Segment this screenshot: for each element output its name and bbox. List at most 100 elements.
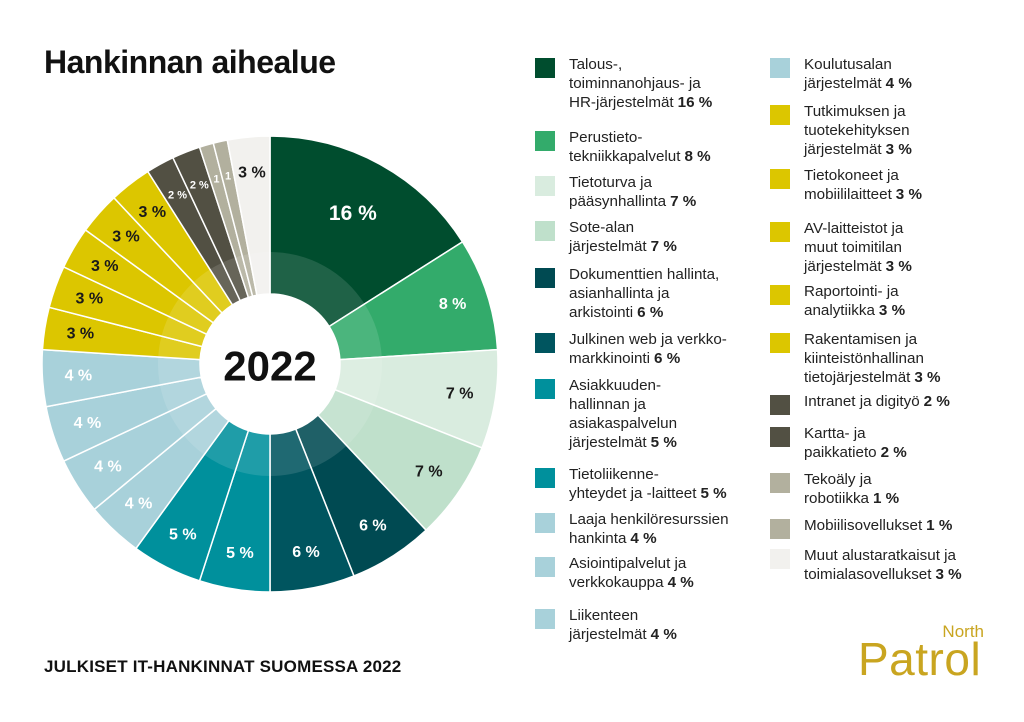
legend-label-text: Talous-, toiminnanohjaus- ja HR-järjeste…	[569, 56, 701, 111]
slice-12-label: 4 %	[65, 368, 93, 385]
legend-percentage: 3 %	[935, 566, 962, 583]
legend-label-text: Liikenteen järjestelmät	[569, 607, 647, 643]
legend-label: Intranet ja digityö 2 %	[804, 392, 950, 411]
legend-label-text: Muut alustaratkaisut ja toimialasovelluk…	[804, 547, 956, 583]
legend-swatch	[535, 333, 555, 353]
legend-item: Mobiilisovellukset 1 %	[770, 516, 952, 539]
legend-swatch	[770, 333, 790, 353]
legend-label: Tietoliikenne- yhteydet ja -laitteet 5 %	[569, 465, 727, 503]
slice-9-label: 4 %	[125, 495, 153, 512]
legend-label: Kartta- ja paikkatieto 2 %	[804, 424, 907, 462]
slice-12-inner-band	[158, 356, 202, 385]
slice-13-label: 3 %	[67, 325, 95, 342]
slice-22-inner-band	[249, 252, 270, 296]
slice-6-label: 6 %	[292, 544, 320, 561]
slice-19-label: 2 %	[190, 179, 209, 191]
legend-label: Sote-alan järjestelmät 7 %	[569, 218, 677, 256]
slice-8-inner-band	[204, 420, 249, 471]
legend-label: Muut alustaratkaisut ja toimialasovelluk…	[804, 546, 962, 584]
slice-11-inner-band	[159, 377, 207, 412]
center-year-label: 2022	[223, 343, 316, 390]
slice-20-inner-band	[235, 255, 253, 298]
legend-label: Koulutusalan järjestelmät 4 %	[804, 55, 912, 93]
legend-percentage: 5 %	[650, 434, 677, 451]
legend-swatch	[770, 58, 790, 78]
slice-5-label: 6 %	[359, 518, 387, 535]
slice-4-label: 7 %	[415, 463, 443, 480]
legend-label-text: Tietokoneet ja mobiililaitteet	[804, 167, 899, 203]
slice-10-inner-band	[168, 393, 217, 436]
slice-3	[334, 348, 499, 449]
legend-item: Intranet ja digityö 2 %	[770, 392, 950, 415]
legend-item: Muut alustaratkaisut ja toimialasovelluk…	[770, 546, 962, 584]
legend-item: Tietoturva ja pääsynhallinta 7 %	[535, 173, 696, 211]
legend-item: Sote-alan järjestelmät 7 %	[535, 218, 677, 256]
legend-swatch	[770, 395, 790, 415]
legend-label-text: Dokumenttien hallinta, asianhallinta ja …	[569, 266, 720, 321]
legend-label: Mobiilisovellukset 1 %	[804, 516, 952, 535]
slice-15-inner-band	[168, 298, 214, 335]
slice-7	[198, 429, 271, 593]
legend-label: Asiakkuuden- hallinnan ja asiakaspalvelu…	[569, 376, 677, 452]
slice-7-inner-band	[235, 430, 270, 476]
legend-item: Koulutusalan järjestelmät 4 %	[770, 55, 912, 93]
legend-item: Tietoliikenne- yhteydet ja -laitteet 5 %	[535, 465, 727, 503]
slice-7-label: 5 %	[226, 545, 254, 562]
legend-label-text: Laaja henkilöresurssien hankinta	[569, 511, 729, 547]
legend-swatch	[770, 222, 790, 242]
slice-14-inner-band	[161, 316, 207, 347]
legend-percentage: 3 %	[885, 141, 912, 158]
legend-label: Perustieto- tekniikkapalvelut 8 %	[569, 128, 711, 166]
legend-label-text: Julkinen web ja verkko- markkinointi	[569, 331, 727, 367]
slice-6-inner-band	[270, 429, 312, 476]
slice-1-label: 16 %	[329, 202, 377, 225]
slice-1-inner-band	[270, 252, 365, 327]
legend-label: Dokumenttien hallinta, asianhallinta ja …	[569, 265, 719, 322]
slice-20-label: 1	[213, 174, 219, 186]
legend-label: Asiointipalvelut ja verkkokauppa 4 %	[569, 554, 694, 592]
legend-percentage: 8 %	[684, 148, 711, 165]
legend-swatch	[535, 58, 555, 78]
legend-swatch	[535, 468, 555, 488]
legend-label-text: Tutkimuksen ja tuotekehityksen järjestel…	[804, 103, 910, 158]
legend-percentage: 6 %	[637, 304, 664, 321]
slice-21-inner-band	[242, 253, 257, 297]
slice-3-inner-band	[335, 356, 382, 406]
slice-18-label: 2 %	[168, 190, 187, 202]
slice-5-inner-band	[295, 415, 347, 469]
logo-north-text: North	[942, 622, 984, 641]
legend-label: Tietokoneet ja mobiililaitteet 3 %	[804, 166, 922, 204]
legend-percentage: 1 %	[873, 490, 900, 507]
legend-percentage: 6 %	[654, 350, 681, 367]
legend-item: Laaja henkilöresurssien hankinta 4 %	[535, 510, 729, 548]
legend-label: Laaja henkilöresurssien hankinta 4 %	[569, 510, 729, 548]
legend-item: Perustieto- tekniikkapalvelut 8 %	[535, 128, 711, 166]
legend-item: Rakentamisen ja kiinteistönhallinan tiet…	[770, 330, 941, 387]
legend-label-text: Asiakkuuden- hallinnan ja asiakaspalvelu…	[569, 377, 678, 451]
slice-9-inner-band	[183, 408, 229, 455]
legend-item: AV-laitteistot ja muut toimitilan järjes…	[770, 219, 912, 276]
slice-2-label: 8 %	[439, 296, 467, 313]
legend-percentage: 4 %	[667, 574, 694, 591]
legend-label: Tekoäly ja robotiikka 1 %	[804, 470, 899, 508]
slice-8-label: 5 %	[169, 527, 197, 544]
slice-15-label: 3 %	[91, 258, 119, 275]
legend-label-text: AV-laitteistot ja muut toimitilan järjes…	[804, 220, 904, 275]
legend-item: Liikenteen järjestelmät 4 %	[535, 606, 677, 644]
legend-label: Tutkimuksen ja tuotekehityksen järjestel…	[804, 102, 912, 159]
legend-swatch	[770, 169, 790, 189]
legend-percentage: 5 %	[700, 485, 727, 502]
legend-label: AV-laitteistot ja muut toimitilan järjes…	[804, 219, 912, 276]
legend-label: Tietoturva ja pääsynhallinta 7 %	[569, 173, 696, 211]
legend-label-text: Rakentamisen ja kiinteistönhallinan tiet…	[804, 331, 924, 386]
legend-percentage: 2 %	[880, 444, 907, 461]
legend-item: Asiointipalvelut ja verkkokauppa 4 %	[535, 554, 694, 592]
legend-label-text: Perustieto- tekniikkapalvelut	[569, 129, 681, 165]
legend-label-text: Tietoturva ja pääsynhallinta	[569, 174, 667, 210]
legend-item: Tietokoneet ja mobiililaitteet 3 %	[770, 166, 922, 204]
legend-percentage: 16 %	[677, 94, 713, 111]
slice-4-inner-band	[317, 389, 375, 446]
legend-swatch	[770, 473, 790, 493]
slice-22-label: 3 %	[238, 164, 266, 181]
legend-label-text: Asiointipalvelut ja verkkokauppa	[569, 555, 687, 591]
